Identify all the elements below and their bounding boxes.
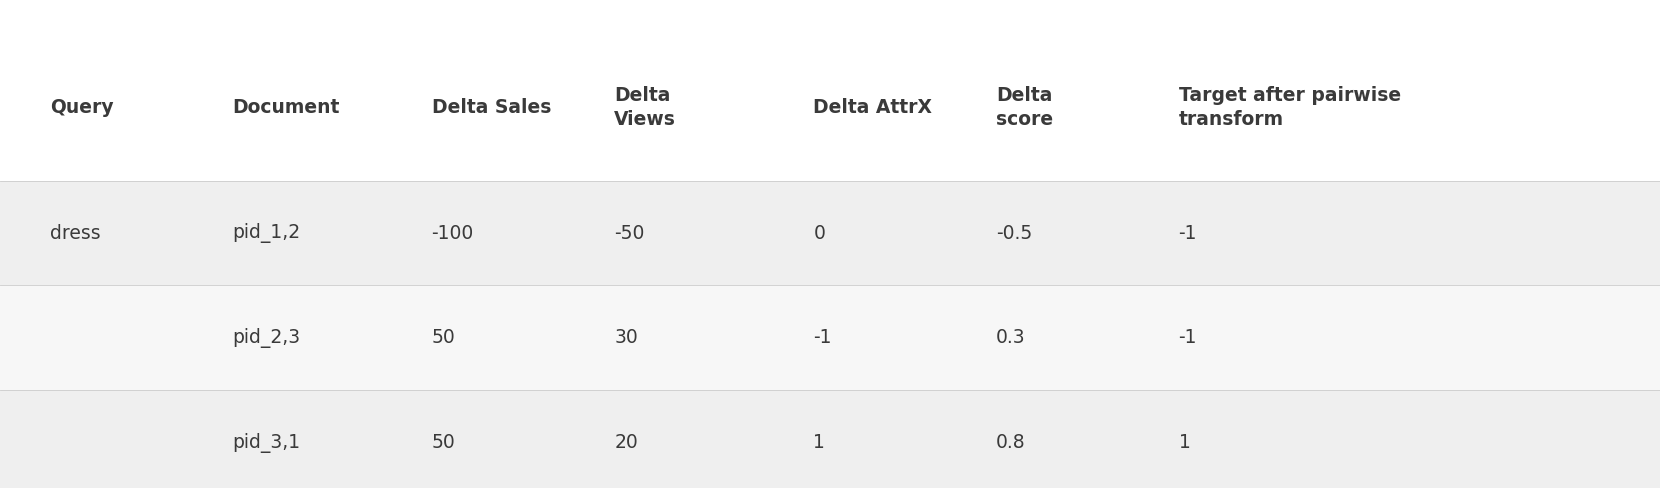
Text: -1: -1 bbox=[1179, 224, 1197, 243]
Text: 20: 20 bbox=[614, 433, 637, 452]
Text: -1: -1 bbox=[813, 328, 832, 347]
Text: Query: Query bbox=[50, 98, 113, 117]
Text: pid_1,2: pid_1,2 bbox=[232, 223, 300, 243]
Text: 50: 50 bbox=[432, 328, 455, 347]
Text: -50: -50 bbox=[614, 224, 644, 243]
Text: 1: 1 bbox=[813, 433, 825, 452]
Text: 0: 0 bbox=[813, 224, 825, 243]
Bar bbox=[0, 181, 1660, 285]
Bar bbox=[0, 285, 1660, 390]
Text: pid_3,1: pid_3,1 bbox=[232, 433, 300, 453]
Text: Target after pairwise
transform: Target after pairwise transform bbox=[1179, 86, 1401, 129]
Text: Delta
Views: Delta Views bbox=[614, 86, 676, 129]
Text: 50: 50 bbox=[432, 433, 455, 452]
Bar bbox=[0, 390, 1660, 488]
Text: 1: 1 bbox=[1179, 433, 1190, 452]
Text: Delta AttrX: Delta AttrX bbox=[813, 98, 933, 117]
Text: Delta
score: Delta score bbox=[996, 86, 1052, 129]
Text: pid_2,3: pid_2,3 bbox=[232, 328, 300, 348]
Text: Delta Sales: Delta Sales bbox=[432, 98, 551, 117]
Text: 0.3: 0.3 bbox=[996, 328, 1026, 347]
Text: -0.5: -0.5 bbox=[996, 224, 1033, 243]
Text: -100: -100 bbox=[432, 224, 473, 243]
Text: dress: dress bbox=[50, 224, 100, 243]
Text: 0.8: 0.8 bbox=[996, 433, 1026, 452]
Text: -1: -1 bbox=[1179, 328, 1197, 347]
Text: 30: 30 bbox=[614, 328, 637, 347]
Text: Document: Document bbox=[232, 98, 340, 117]
